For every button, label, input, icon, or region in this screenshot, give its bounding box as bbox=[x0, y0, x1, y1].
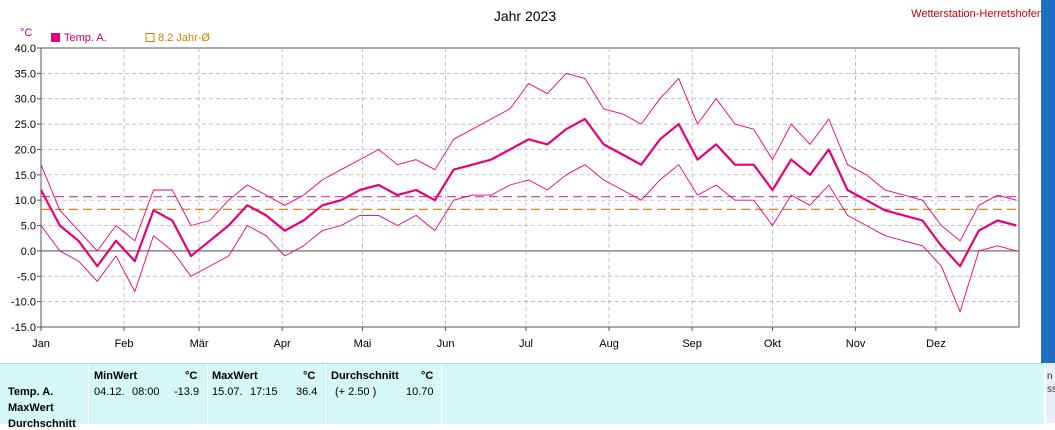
min-time: 08:00 bbox=[132, 386, 160, 398]
min-header: MinWert bbox=[94, 370, 138, 382]
y-tick-label: 15.0 bbox=[15, 170, 36, 182]
min-date: 04.12. bbox=[94, 386, 125, 398]
x-tick-label: Mai bbox=[354, 338, 372, 350]
series-layer bbox=[40, 72, 1017, 313]
y-tick-label: 5.0 bbox=[21, 221, 36, 233]
y-tick-label: 35.0 bbox=[15, 68, 36, 80]
station-name: Wetterstation-Herretshofen bbox=[911, 8, 1043, 20]
avg-delta: (+ 2.50 ) bbox=[335, 386, 377, 398]
x-axis: Jan Feb Mär Apr Mai Jun Jul Aug Sep Okt Nov Dez bbox=[32, 327, 946, 350]
max-value: 36.4 bbox=[296, 386, 318, 398]
x-tick-label: Sep bbox=[682, 338, 702, 350]
temperature-chart: Jahr 2023 Wetterstation-Herretshofen °C … bbox=[11, 8, 1043, 350]
x-tick-label: Jul bbox=[519, 338, 533, 350]
x-tick-label: Okt bbox=[764, 338, 781, 350]
row-label-temp: Temp. A. bbox=[8, 386, 54, 398]
y-tick-label: 40.0 bbox=[15, 43, 36, 55]
min-unit: °C bbox=[185, 370, 198, 382]
reference-lines bbox=[41, 196, 1019, 210]
series-min-line bbox=[40, 164, 1017, 313]
y-tick-label: -10.0 bbox=[11, 297, 36, 309]
avg-unit: °C bbox=[421, 370, 434, 382]
legend-average-swatch bbox=[145, 33, 155, 42]
y-unit-label: °C bbox=[20, 27, 32, 39]
x-tick-label: Jun bbox=[437, 338, 455, 350]
row-label-max: MaxWert bbox=[8, 402, 54, 414]
y-tick-label: 20.0 bbox=[15, 144, 36, 156]
max-header: MaxWert bbox=[212, 370, 258, 382]
legend-series-swatch bbox=[51, 33, 60, 42]
window-edge-lower bbox=[1046, 363, 1055, 423]
x-tick-label: Aug bbox=[599, 338, 619, 350]
series-max-line bbox=[40, 72, 1017, 252]
legend-series-label: Temp. A. bbox=[64, 32, 107, 44]
series-mean-line bbox=[40, 117, 1017, 268]
y-tick-label: -15.0 bbox=[11, 322, 36, 334]
min-value: -13.9 bbox=[174, 386, 200, 398]
side-fragment-2: ss bbox=[1047, 384, 1055, 395]
y-tick-label: -5.0 bbox=[17, 271, 36, 283]
x-tick-label: Apr bbox=[274, 338, 291, 350]
max-time: 17:15 bbox=[250, 386, 278, 398]
panel-separator bbox=[441, 364, 442, 424]
avg-header: Durchschnitt bbox=[331, 370, 399, 382]
y-tick-label: 10.0 bbox=[15, 195, 36, 207]
x-tick-label: Mär bbox=[190, 338, 209, 350]
x-tick-label: Jan bbox=[32, 338, 50, 350]
grid bbox=[41, 48, 1019, 327]
window-edge bbox=[1041, 0, 1055, 363]
panel-separator bbox=[325, 364, 326, 424]
max-date: 15.07. bbox=[212, 386, 243, 398]
side-fragment-1: n bbox=[1047, 371, 1053, 382]
y-tick-label: 0.0 bbox=[21, 246, 36, 258]
avg-value: 10.70 bbox=[406, 386, 434, 398]
y-tick-label: 25.0 bbox=[15, 119, 36, 131]
plot-area bbox=[40, 47, 1020, 328]
legend-average-label: 8.2 Jahr-Ø bbox=[158, 32, 210, 44]
row-label-avg: Durchschnitt bbox=[8, 418, 76, 430]
y-axis: 40.0 35.0 30.0 25.0 20.0 15.0 10.0 5.0 0.0 -5.0 -1… bbox=[11, 43, 41, 334]
x-tick-label: Dez bbox=[926, 338, 946, 350]
max-unit: °C bbox=[303, 370, 316, 382]
x-tick-label: Feb bbox=[115, 338, 134, 350]
stats-panel: Temp. A. MaxWert Durchschnitt MinWert °C… bbox=[0, 363, 1044, 430]
panel-separator bbox=[88, 364, 89, 424]
x-tick-label: Nov bbox=[846, 338, 866, 350]
chart-title: Jahr 2023 bbox=[494, 8, 556, 24]
y-tick-label: 30.0 bbox=[15, 94, 36, 106]
panel-separator bbox=[207, 364, 208, 424]
